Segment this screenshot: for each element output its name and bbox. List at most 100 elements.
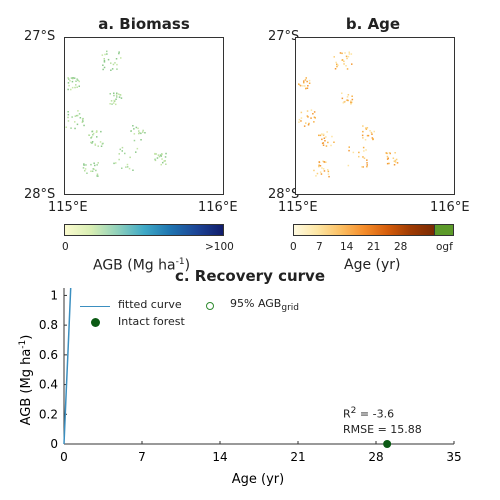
map-pixel bbox=[92, 132, 95, 135]
map-pixel bbox=[97, 145, 99, 147]
map-pixel bbox=[83, 124, 85, 127]
map-pixel bbox=[79, 117, 82, 119]
map-pixel bbox=[74, 121, 76, 123]
map-pixel bbox=[339, 52, 342, 54]
map-pixel bbox=[366, 162, 368, 164]
map-pixel bbox=[160, 155, 162, 157]
map-pixel bbox=[106, 53, 108, 55]
map-pixel bbox=[336, 63, 338, 66]
map-pixel bbox=[81, 118, 84, 120]
map-pixel bbox=[306, 87, 309, 89]
legend-grid-marker bbox=[206, 302, 214, 310]
map-pixel bbox=[345, 65, 347, 67]
map-pixel bbox=[113, 92, 115, 94]
map-pixel bbox=[348, 146, 350, 148]
map-pixel bbox=[113, 102, 115, 104]
map-pixel bbox=[327, 141, 329, 144]
map-pixel bbox=[318, 164, 320, 166]
map-pixel bbox=[103, 66, 106, 69]
map-pixel bbox=[110, 62, 112, 64]
map-pixel bbox=[114, 62, 116, 64]
map-pixel bbox=[319, 171, 322, 173]
map-pixel bbox=[126, 166, 129, 168]
map-pixel bbox=[394, 159, 397, 162]
map-pixel bbox=[90, 170, 92, 172]
map-pixel bbox=[67, 113, 70, 116]
map-pixel bbox=[325, 161, 327, 163]
map-pixel bbox=[77, 110, 79, 112]
map-pixel bbox=[100, 130, 102, 133]
map-pixel bbox=[322, 160, 324, 162]
map-pixel bbox=[133, 128, 135, 130]
map-pixel bbox=[305, 122, 307, 124]
map-pixel bbox=[115, 58, 118, 60]
map-pixel bbox=[116, 68, 118, 70]
map-pixel bbox=[132, 125, 134, 127]
map-pixel bbox=[101, 54, 104, 56]
map-pixel bbox=[121, 146, 124, 149]
map-pixel bbox=[78, 113, 81, 115]
map-pixel bbox=[70, 77, 73, 79]
map-pixel bbox=[155, 153, 157, 155]
map-pixel bbox=[109, 103, 111, 105]
map-pixel bbox=[77, 79, 79, 82]
map-pixel bbox=[308, 79, 311, 82]
map-pixel bbox=[160, 163, 162, 166]
map-pixel bbox=[129, 156, 131, 159]
map-pixel bbox=[362, 156, 364, 158]
map-pixel bbox=[351, 101, 353, 104]
map-pixel bbox=[138, 130, 140, 132]
map-pixel bbox=[91, 141, 94, 143]
map-pixel bbox=[303, 125, 306, 127]
map-pixel bbox=[121, 167, 123, 169]
map-pixel bbox=[305, 77, 307, 79]
map-pixel bbox=[303, 80, 305, 82]
map-pixel bbox=[365, 127, 367, 129]
map-pixel bbox=[67, 111, 69, 113]
map-pixel bbox=[73, 77, 76, 79]
map-pixel bbox=[348, 53, 351, 55]
map-pixel bbox=[308, 82, 311, 84]
map-pixel bbox=[350, 100, 352, 102]
map-pixel bbox=[341, 97, 344, 100]
map-pixel bbox=[366, 165, 368, 168]
map-pixel bbox=[351, 63, 353, 65]
map-pixel bbox=[393, 160, 396, 162]
map-pixel bbox=[85, 164, 87, 166]
map-pixel bbox=[74, 115, 77, 117]
x-tick-label: 28 bbox=[368, 450, 383, 464]
panel-a-lon-left: 115°E bbox=[48, 200, 88, 215]
map-pixel bbox=[299, 84, 302, 87]
panel-a-title: a. Biomass bbox=[98, 15, 190, 33]
map-pixel bbox=[343, 63, 345, 65]
map-pixel bbox=[121, 150, 123, 152]
age-colorbar-tick: 0 bbox=[290, 241, 297, 253]
map-pixel bbox=[84, 168, 87, 170]
map-pixel bbox=[331, 135, 333, 138]
map-pixel bbox=[341, 59, 344, 61]
map-pixel bbox=[67, 82, 70, 84]
map-pixel bbox=[100, 145, 103, 147]
map-pixel bbox=[113, 94, 115, 97]
panel-c-title: c. Recovery curve bbox=[175, 267, 325, 285]
map-pixel bbox=[75, 80, 77, 82]
map-pixel bbox=[74, 86, 76, 89]
map-pixel bbox=[319, 134, 322, 137]
map-pixel bbox=[324, 140, 326, 142]
x-axis-label: Age (yr) bbox=[232, 472, 284, 487]
map-pixel bbox=[348, 51, 350, 53]
map-pixel bbox=[313, 116, 316, 118]
map-pixel bbox=[135, 151, 137, 153]
map-pixel bbox=[300, 117, 303, 119]
map-pixel bbox=[107, 58, 110, 61]
map-pixel bbox=[99, 141, 102, 143]
map-pixel bbox=[343, 60, 345, 63]
map-pixel bbox=[346, 96, 349, 98]
map-pixel bbox=[315, 175, 317, 177]
biomass-colorbar-max: >100 bbox=[205, 241, 234, 253]
map-pixel bbox=[326, 131, 328, 133]
x-tick-label: 14 bbox=[212, 450, 227, 464]
legend-grid-label: 95% AGBgrid bbox=[230, 297, 299, 314]
map-pixel bbox=[322, 144, 325, 146]
map-pixel bbox=[163, 160, 166, 162]
